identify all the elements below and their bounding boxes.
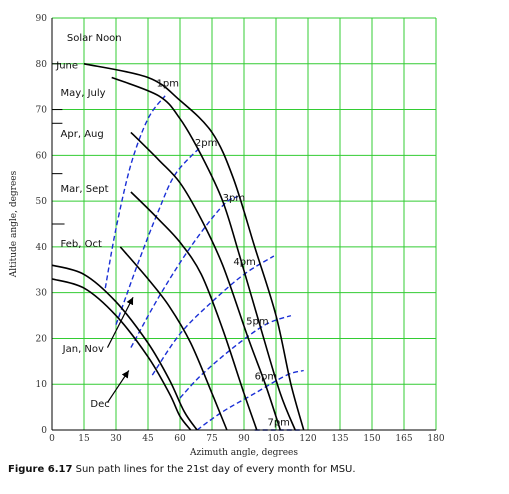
annotation-june: June — [55, 60, 78, 71]
x-tick-label-150: 150 — [363, 434, 380, 444]
annotation-may-july: May, July — [61, 88, 106, 99]
hour-line-1pm — [104, 95, 166, 289]
x-tick-label-120: 120 — [299, 434, 316, 444]
figure-number: Figure 6.17 — [8, 464, 73, 475]
annotation-7pm: 7pm — [267, 417, 289, 428]
y-tick-label-0: 0 — [41, 426, 47, 436]
x-tick-label-75: 75 — [206, 434, 218, 444]
annotation-2pm: 2pm — [195, 138, 217, 149]
annotation-feb-oct: Feb, Oct — [61, 239, 102, 250]
sun-path-apr-aug — [130, 131, 282, 431]
annotation-4pm: 4pm — [233, 257, 255, 268]
x-tick-label-45: 45 — [142, 434, 154, 444]
annotation-6pm: 6pm — [255, 372, 277, 383]
x-tick-label-90: 90 — [238, 434, 250, 444]
arrow-jan-nov — [106, 296, 134, 348]
x-tick-label-60: 60 — [174, 434, 186, 444]
x-tick-label-135: 135 — [331, 434, 348, 444]
y-tick-label-80: 80 — [36, 60, 48, 70]
annotation-1pm: 1pm — [157, 79, 179, 90]
hour-line-4pm — [151, 255, 275, 376]
sun-path-jan-nov — [51, 264, 198, 431]
sun-path-dec — [51, 278, 192, 431]
y-tick-label-90: 90 — [36, 14, 48, 24]
figure-caption-text: Sun path lines for the 21st day of every… — [75, 464, 356, 475]
y-tick-label-30: 30 — [36, 289, 48, 299]
y-tick-label-40: 40 — [36, 243, 48, 253]
y-axis-label: Altitude angle, degrees — [9, 170, 19, 278]
sun-path-feb-oct — [119, 246, 228, 431]
annotations: Solar Noon June May, July Apr, Aug Mar, Sept… — [52, 33, 290, 428]
sun-path-may-july — [111, 76, 296, 431]
sun-path-mar-sept — [130, 191, 258, 431]
y-tick-label-70: 70 — [36, 106, 48, 116]
annotation-apr-aug: Apr, Aug — [61, 129, 104, 140]
arrow-dec — [106, 370, 130, 403]
hour-line-3pm — [130, 195, 238, 348]
y-tick-label-10: 10 — [36, 380, 48, 390]
y-tick-label-60: 60 — [36, 151, 48, 161]
x-tick-label-165: 165 — [395, 434, 412, 444]
x-tick-label-30: 30 — [110, 434, 122, 444]
sun-path-june — [83, 63, 305, 431]
sun-path-lines — [51, 63, 305, 431]
annotation-5pm: 5pm — [246, 317, 268, 328]
y-tick-label-20: 20 — [36, 334, 48, 344]
x-tick-label-15: 15 — [78, 434, 90, 444]
x-axis-label: Azimuth angle, degrees — [189, 448, 298, 458]
hour-lines — [104, 95, 304, 431]
figure-caption: Figure 6.17 Sun path lines for the 21st … — [8, 464, 503, 475]
sun-path-chart: 0 15 30 45 60 75 90 105 120 135 150 165 180 0 10 20 30 40… — [9, 14, 445, 458]
annotation-3pm: 3pm — [223, 193, 245, 204]
annotation-solar-noon: Solar Noon — [67, 33, 122, 44]
grid — [51, 17, 437, 431]
x-tick-label-0: 0 — [49, 434, 55, 444]
x-tick-label-105: 105 — [267, 434, 284, 444]
hour-line-5pm — [179, 314, 292, 399]
annotation-mar-sept: Mar, Sept — [61, 184, 109, 195]
x-tick-label-180: 180 — [427, 434, 444, 444]
annotation-jan-nov: Jan, Nov — [62, 344, 104, 355]
hour-line-6pm — [196, 369, 304, 431]
annotation-dec: Dec — [90, 399, 109, 410]
axes: 0 15 30 45 60 75 90 105 120 135 150 165 180 0 10 20 30 40… — [36, 14, 445, 444]
hour-line-2pm — [115, 145, 202, 325]
y-tick-label-50: 50 — [36, 197, 48, 207]
